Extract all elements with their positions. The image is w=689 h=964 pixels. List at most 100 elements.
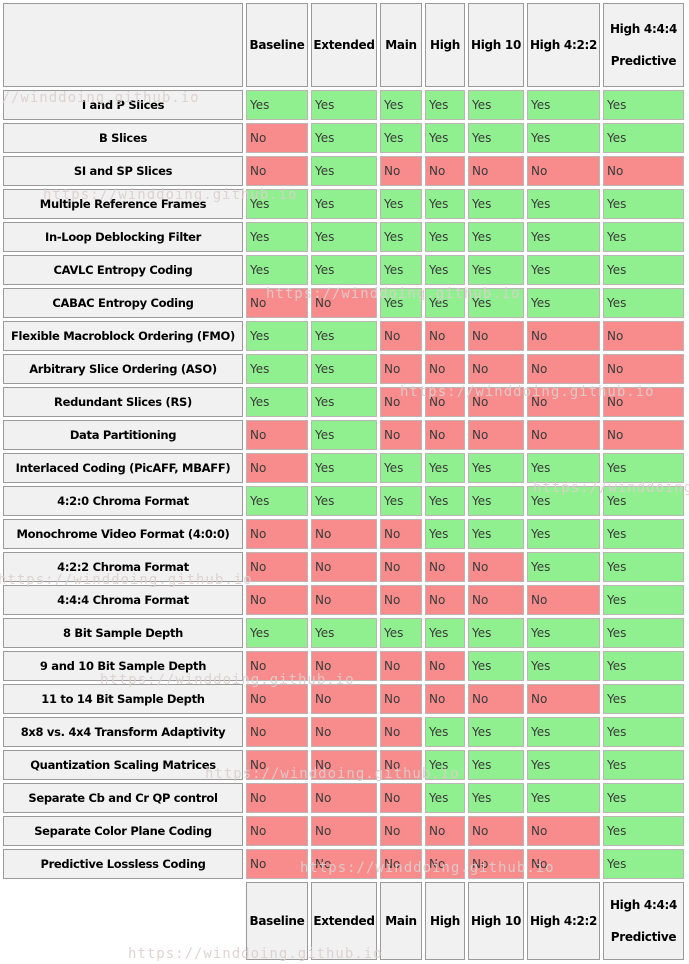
table-row: 9 and 10 Bit Sample Depth No No No No Yes Yes Y… xyxy=(3,651,684,681)
footer-profile-7: High 4:4:4 Predictive xyxy=(603,882,684,960)
support-cell-yes: Yes xyxy=(603,255,684,285)
support-cell-no: No xyxy=(468,321,524,351)
support-cell-yes: Yes xyxy=(311,453,377,483)
support-cell-no: No xyxy=(603,354,684,384)
support-cell-no: No xyxy=(380,354,422,384)
support-cell-yes: Yes xyxy=(603,816,684,846)
support-cell-yes: Yes xyxy=(527,453,600,483)
support-cell-no: No xyxy=(380,420,422,450)
support-cell-yes: Yes xyxy=(380,123,422,153)
support-cell-no: No xyxy=(527,420,600,450)
support-cell-no: No xyxy=(380,783,422,813)
support-cell-yes: Yes xyxy=(527,189,600,219)
support-cell-yes: Yes xyxy=(380,288,422,318)
header-row: Baseline Extended Main High High 10 High 4:2:… xyxy=(3,3,684,87)
support-cell-yes: Yes xyxy=(380,90,422,120)
support-cell-yes: Yes xyxy=(425,90,465,120)
support-cell-yes: Yes xyxy=(246,321,308,351)
support-cell-no: No xyxy=(527,585,600,615)
support-cell-yes: Yes xyxy=(468,453,524,483)
feature-label: 9 and 10 Bit Sample Depth xyxy=(3,651,243,681)
profile-label: Main xyxy=(385,38,417,52)
support-cell-yes: Yes xyxy=(468,486,524,516)
support-cell-no: No xyxy=(527,849,600,879)
table-row: Interlaced Coding (PicAFF, MBAFF) No Yes Ye… xyxy=(3,453,684,483)
header-profile-2: Extended xyxy=(311,3,377,87)
support-cell-no: No xyxy=(246,288,308,318)
support-cell-no: No xyxy=(425,156,465,186)
support-cell-yes: Yes xyxy=(468,189,524,219)
profile-label: High 4:2:2 xyxy=(529,914,598,928)
support-cell-yes: Yes xyxy=(311,420,377,450)
feature-label: CABAC Entropy Coding xyxy=(3,288,243,318)
feature-label: SI and SP Slices xyxy=(3,156,243,186)
support-cell-yes: Yes xyxy=(603,783,684,813)
support-cell-no: No xyxy=(311,717,377,747)
table-row: Predictive Lossless Coding No No No No No No Ye… xyxy=(3,849,684,879)
support-cell-no: No xyxy=(603,156,684,186)
profile-label: High xyxy=(429,38,461,52)
support-cell-no: No xyxy=(468,387,524,417)
table-row: 8 Bit Sample Depth Yes Yes Yes Yes Yes Yes Yes xyxy=(3,618,684,648)
table-row: 11 to 14 Bit Sample Depth No No No No No No Yes xyxy=(3,684,684,714)
support-cell-no: No xyxy=(468,684,524,714)
feature-label: 8 Bit Sample Depth xyxy=(3,618,243,648)
table-row: 4:2:2 Chroma Format No No No No No Yes Yes xyxy=(3,552,684,582)
support-cell-yes: Yes xyxy=(603,684,684,714)
table-row: Separate Cb and Cr QP control No No No Yes Ye… xyxy=(3,783,684,813)
support-cell-yes: Yes xyxy=(603,717,684,747)
table-row: In-Loop Deblocking Filter Yes Yes Yes Yes Yes… xyxy=(3,222,684,252)
profile-label-line2: Predictive xyxy=(610,54,677,68)
support-cell-yes: Yes xyxy=(246,387,308,417)
support-cell-no: No xyxy=(603,321,684,351)
support-cell-yes: Yes xyxy=(603,222,684,252)
support-cell-no: No xyxy=(311,750,377,780)
table-row: B Slices No Yes Yes Yes Yes Yes Yes xyxy=(3,123,684,153)
support-cell-yes: Yes xyxy=(246,189,308,219)
support-cell-yes: Yes xyxy=(603,123,684,153)
support-cell-yes: Yes xyxy=(603,288,684,318)
support-cell-yes: Yes xyxy=(527,552,600,582)
support-cell-yes: Yes xyxy=(603,552,684,582)
support-cell-yes: Yes xyxy=(311,255,377,285)
support-cell-yes: Yes xyxy=(425,519,465,549)
support-cell-yes: Yes xyxy=(246,486,308,516)
footer-profile-2: Extended xyxy=(311,882,377,960)
support-cell-yes: Yes xyxy=(311,486,377,516)
support-cell-yes: Yes xyxy=(603,519,684,549)
support-cell-no: No xyxy=(527,684,600,714)
support-cell-no: No xyxy=(311,816,377,846)
table-row: I and P Slices Yes Yes Yes Yes Yes Yes Yes xyxy=(3,90,684,120)
support-cell-no: No xyxy=(311,288,377,318)
support-cell-yes: Yes xyxy=(603,750,684,780)
support-cell-no: No xyxy=(380,387,422,417)
feature-label: Redundant Slices (RS) xyxy=(3,387,243,417)
feature-label: Quantization Scaling Matrices xyxy=(3,750,243,780)
support-cell-no: No xyxy=(468,849,524,879)
support-cell-yes: Yes xyxy=(246,354,308,384)
support-cell-yes: Yes xyxy=(603,651,684,681)
support-cell-no: No xyxy=(380,651,422,681)
support-cell-yes: Yes xyxy=(380,453,422,483)
support-cell-no: No xyxy=(527,354,600,384)
profile-label: Extended xyxy=(313,38,375,52)
support-cell-no: No xyxy=(246,816,308,846)
profile-label: High 10 xyxy=(470,38,522,52)
support-cell-yes: Yes xyxy=(527,222,600,252)
support-cell-no: No xyxy=(468,156,524,186)
support-cell-no: No xyxy=(380,321,422,351)
header-profile-6: High 4:2:2 xyxy=(527,3,600,87)
support-cell-no: No xyxy=(311,519,377,549)
support-cell-no: No xyxy=(246,519,308,549)
footer-profile-3: Main xyxy=(380,882,422,960)
support-cell-no: No xyxy=(246,123,308,153)
support-cell-no: No xyxy=(246,552,308,582)
header-profile-5: High 10 xyxy=(468,3,524,87)
support-cell-no: No xyxy=(311,651,377,681)
feature-label: 11 to 14 Bit Sample Depth xyxy=(3,684,243,714)
footer-profile-6: High 4:2:2 xyxy=(527,882,600,960)
header-profile-3: Main xyxy=(380,3,422,87)
support-cell-no: No xyxy=(425,651,465,681)
support-cell-yes: Yes xyxy=(527,90,600,120)
